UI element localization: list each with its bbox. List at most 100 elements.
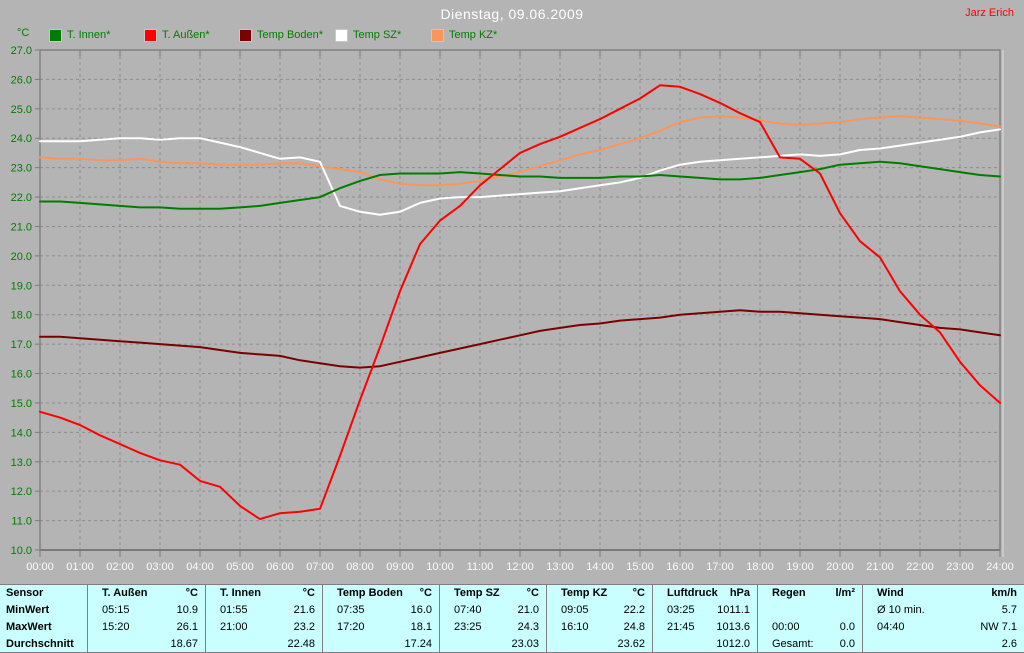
avg-value: 2.6 [1001,637,1017,650]
svg-text:23:00: 23:00 [946,561,974,573]
max-row: 23:25 24.3 [440,619,546,636]
sensor-name: Regen [772,587,806,600]
table-col-1: T. Außen °C 05:15 10.9 15:20 26.1 18.67 [88,585,206,652]
min-value: 22.2 [623,604,645,617]
series-line-3 [39,309,1001,369]
col-header: Wind km/h [863,585,1024,602]
max-time: 00:00 [772,620,800,633]
svg-text:27.0: 27.0 [11,45,32,57]
legend-label: Temp KZ* [449,29,498,41]
avg-value: 18.67 [170,637,198,650]
svg-text:20.0: 20.0 [11,251,32,263]
svg-text:04:00: 04:00 [186,561,214,573]
min-time: 09:05 [561,604,589,617]
series-line-1 [39,160,1001,210]
sensor-name: T. Außen [102,587,148,600]
row-label-maxwert: MaxWert [6,620,52,633]
max-time: 04:40 [877,620,905,633]
max-time: 21:45 [667,620,695,633]
svg-text:17:00: 17:00 [706,561,734,573]
max-value: 24.3 [517,620,539,633]
col-header: Temp SZ °C [440,585,546,602]
table-col-7: Regen l/m² 00:00 0.0 Gesamt: 0.0 [758,585,863,652]
min-time: 03:25 [667,604,695,617]
min-value: 5.7 [1001,604,1017,617]
max-time: 17:20 [337,620,365,633]
sensor-name: Luftdruck [667,587,718,600]
svg-text:15.0: 15.0 [11,398,32,410]
svg-text:21:00: 21:00 [866,561,894,573]
col-header: Temp KZ °C [547,585,652,602]
max-row: 21:00 23.2 [206,619,322,636]
svg-text:20:00: 20:00 [826,561,854,573]
svg-text:13.0: 13.0 [11,457,32,469]
avg-value: 1012.0 [716,637,750,650]
min-time: 01:55 [220,604,248,617]
legend-item-3: Temp Boden* [240,28,323,42]
avg-row: 23.03 [440,635,546,652]
legend-label: T. Innen* [67,29,111,41]
max-row: 21:45 1013.6 [653,619,757,636]
col-header: Luftdruck hPa [653,585,757,602]
legend-label: Temp Boden* [257,29,324,41]
col-header: T. Außen °C [88,585,205,602]
sensor-unit: °C [632,587,645,600]
sensor-unit: km/h [991,587,1017,600]
max-time: 15:20 [102,620,130,633]
row-label-sensor: Sensor [6,587,44,600]
author-name: Jarz Erich [965,7,1014,19]
table-row-labels: Sensor MinWert MaxWert Durchschnitt [0,585,88,652]
stats-table: Sensor MinWert MaxWert Durchschnitt T. Außen… [0,584,1024,653]
min-row: 05:15 10.9 [88,602,205,619]
legend-swatch-icon [432,29,443,41]
table-col-4: Temp SZ °C 07:40 21.0 23:25 24.3 23.03 [440,585,547,652]
svg-text:08:00: 08:00 [346,561,374,573]
legend-item-1: T. Innen* [50,28,110,42]
sensor-name: Temp Boden [337,587,403,600]
avg-row: Gesamt: 0.0 [758,635,862,652]
avg-row: 17.24 [323,635,439,652]
table-col-5: Temp KZ °C 09:05 22.2 16:10 24.8 23.62 [547,585,653,652]
max-time: 21:00 [220,620,248,633]
svg-text:03:00: 03:00 [146,561,174,573]
svg-text:22:00: 22:00 [906,561,934,573]
legend-item-4: Temp SZ* [336,28,401,42]
max-value: 18.1 [410,620,432,633]
max-row: 17:20 18.1 [323,619,439,636]
svg-text:14.0: 14.0 [11,427,32,439]
table-col-6: Luftdruck hPa 03:25 1011.1 21:45 1013.6 1012.0 [653,585,758,652]
min-time: Ø 10 min. [877,604,925,617]
table-col-2: T. Innen °C 01:55 21.6 21:00 23.2 22.48 [206,585,323,652]
min-row: Ø 10 min. 5.7 [863,602,1024,619]
sensor-unit: hPa [729,587,750,600]
min-row: 01:55 21.6 [206,602,322,619]
max-value: 1013.6 [716,620,750,633]
avg-row: 23.62 [547,635,652,652]
svg-text:00:00: 00:00 [26,561,54,573]
svg-text:22.0: 22.0 [11,192,32,204]
max-row: 00:00 0.0 [758,619,862,636]
legend-swatch-icon [240,29,251,41]
sensor-name: Wind [877,587,904,600]
y-axis-unit-label: °C [17,27,30,39]
svg-text:24.0: 24.0 [11,133,32,145]
max-value: 23.2 [293,620,315,633]
avg-value: 23.03 [511,637,539,650]
min-row: 09:05 22.2 [547,602,652,619]
svg-text:11:00: 11:00 [467,561,494,573]
svg-text:07:00: 07:00 [306,561,334,573]
min-row [758,602,862,619]
min-time: 07:40 [454,604,482,617]
avg-row: 22.48 [206,635,322,652]
svg-text:13:00: 13:00 [546,561,574,573]
svg-text:12:00: 12:00 [506,561,534,573]
page-title: Dienstag, 09.06.2009 [440,6,584,22]
legend-swatch-icon [50,29,61,41]
svg-text:19.0: 19.0 [11,280,32,292]
legend-swatch-icon [336,29,347,41]
svg-text:26.0: 26.0 [11,74,32,86]
max-row: 16:10 24.8 [547,619,652,636]
min-row: 07:40 21.0 [440,602,546,619]
svg-text:18:00: 18:00 [746,561,774,573]
svg-text:10.0: 10.0 [11,545,32,557]
